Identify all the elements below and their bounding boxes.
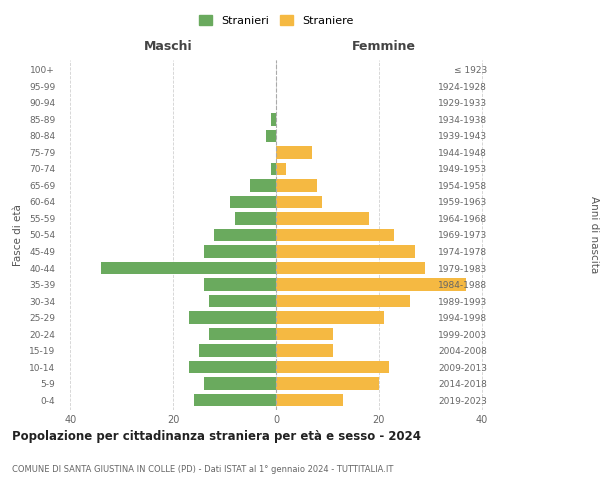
Bar [271, 113, 276, 126]
Bar [276, 361, 389, 374]
Bar [188, 312, 276, 324]
Text: Femmine: Femmine [352, 40, 416, 54]
Bar [188, 361, 276, 374]
Bar [199, 344, 276, 357]
Bar [266, 130, 276, 142]
Bar [204, 246, 276, 258]
Bar [276, 196, 322, 208]
Y-axis label: Fasce di età: Fasce di età [13, 204, 23, 266]
Text: Anni di nascita: Anni di nascita [589, 196, 599, 274]
Bar [276, 295, 410, 307]
Legend: Stranieri, Straniere: Stranieri, Straniere [194, 10, 358, 30]
Bar [271, 163, 276, 175]
Bar [276, 262, 425, 274]
Bar [276, 394, 343, 406]
Bar [230, 196, 276, 208]
Bar [276, 312, 384, 324]
Bar [214, 229, 276, 241]
Bar [276, 146, 312, 158]
Bar [276, 246, 415, 258]
Bar [204, 278, 276, 290]
Bar [250, 180, 276, 192]
Bar [276, 180, 317, 192]
Text: Popolazione per cittadinanza straniera per età e sesso - 2024: Popolazione per cittadinanza straniera p… [12, 430, 421, 443]
Bar [276, 344, 332, 357]
Bar [209, 328, 276, 340]
Bar [209, 295, 276, 307]
Bar [194, 394, 276, 406]
Bar [276, 278, 466, 290]
Text: COMUNE DI SANTA GIUSTINA IN COLLE (PD) - Dati ISTAT al 1° gennaio 2024 - TUTTITA: COMUNE DI SANTA GIUSTINA IN COLLE (PD) -… [12, 465, 394, 474]
Bar [276, 212, 368, 224]
Text: Maschi: Maschi [143, 40, 193, 54]
Bar [276, 229, 394, 241]
Bar [276, 378, 379, 390]
Bar [276, 328, 332, 340]
Bar [204, 378, 276, 390]
Bar [101, 262, 276, 274]
Bar [235, 212, 276, 224]
Bar [276, 163, 286, 175]
